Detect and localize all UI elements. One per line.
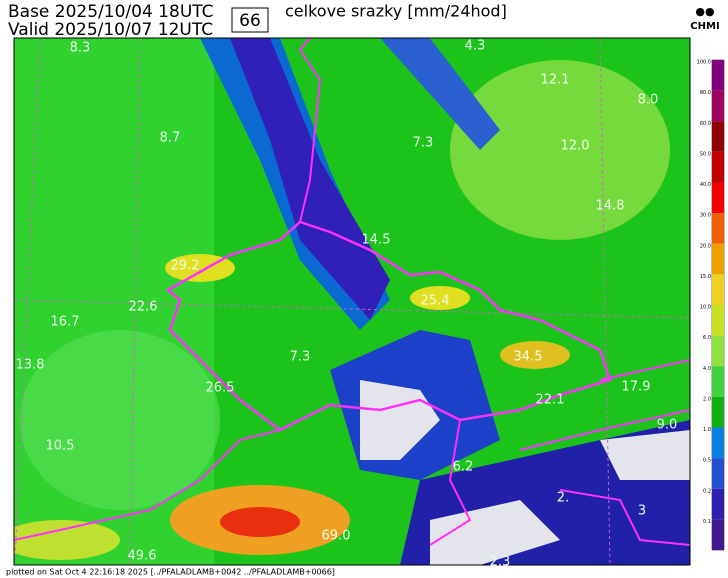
map-value: 4.3 bbox=[465, 39, 486, 54]
map-title: celkove srazky [mm/24hod] bbox=[285, 2, 507, 21]
colorbar-label: 80.0 bbox=[700, 90, 711, 96]
map-value: 26.5 bbox=[206, 381, 235, 396]
footer: plotted on Sat Oct 4 22:16:18 2025 [../P… bbox=[6, 568, 335, 577]
map-value: 34.5 bbox=[514, 350, 543, 365]
colorbar-label: 15.0 bbox=[700, 274, 711, 280]
colorbar-label: 4.0 bbox=[703, 366, 711, 372]
colorbar-swatch bbox=[712, 488, 724, 520]
map-value: 10.5 bbox=[46, 439, 75, 454]
colorbar-label: 100.0 bbox=[697, 60, 711, 66]
colorbar: 100.0 80.0 60.0 50.0 40.0 30.0 20.0 15.0 10.0 6.0… bbox=[697, 60, 725, 551]
map-value: 3 bbox=[638, 504, 646, 519]
colorbar-label: 0.1 bbox=[703, 519, 711, 525]
colorbar-swatch bbox=[712, 121, 724, 152]
logo-mark: ●● bbox=[695, 5, 714, 18]
colorbar-swatch bbox=[712, 519, 724, 550]
colorbar-label: 50.0 bbox=[700, 151, 711, 157]
map-value: 29.2 bbox=[171, 259, 200, 274]
colorbar-swatch bbox=[712, 274, 724, 305]
map-value: 22.1 bbox=[536, 393, 565, 408]
colorbar-label: 30.0 bbox=[700, 213, 711, 219]
map-value: 13.8 bbox=[16, 358, 45, 373]
colorbar-label: 0.2 bbox=[703, 488, 711, 494]
colorbar-label: 20.0 bbox=[700, 243, 711, 249]
map-value: 12.1 bbox=[541, 73, 570, 88]
map-value: 8.3 bbox=[70, 41, 91, 56]
map-value: 8.0 bbox=[638, 93, 659, 108]
map-value: 2.3 bbox=[490, 555, 511, 570]
colorbar-swatch bbox=[712, 458, 724, 489]
map-value: 7.3 bbox=[413, 136, 434, 151]
logo: CHMI bbox=[690, 21, 719, 32]
colorbar-swatch bbox=[712, 366, 724, 397]
map-value: 7.3 bbox=[290, 350, 311, 365]
colorbar-swatch bbox=[712, 243, 724, 275]
map-value: 69.0 bbox=[322, 529, 351, 544]
colorbar-swatch bbox=[712, 151, 724, 183]
colorbar-swatch bbox=[712, 396, 724, 428]
map-value: 22.6 bbox=[129, 300, 158, 315]
map-value: 6.2 bbox=[453, 460, 474, 475]
colorbar-swatch bbox=[712, 305, 724, 336]
colorbar-label: 2.0 bbox=[703, 396, 711, 402]
colorbar-label: 6.0 bbox=[703, 335, 711, 341]
map-value: 17.9 bbox=[622, 380, 651, 395]
map-value: 49.6 bbox=[128, 549, 157, 564]
map-value: 16.7 bbox=[51, 315, 80, 330]
map-value: 25.4 bbox=[421, 294, 450, 309]
map-value: 2. bbox=[557, 491, 569, 506]
forecast-hour: 66 bbox=[239, 11, 261, 31]
valid-time: Valid 2025/10/07 12UTC bbox=[8, 20, 213, 40]
colorbar-label: 10.0 bbox=[700, 305, 711, 311]
base-time: Base 2025/10/04 18UTC bbox=[8, 2, 214, 22]
colorbar-swatch bbox=[712, 182, 724, 214]
colorbar-label: 60.0 bbox=[700, 121, 711, 127]
colorbar-label: 40.0 bbox=[700, 182, 711, 188]
colorbar-label: 1.0 bbox=[703, 427, 711, 433]
map-value: 8.7 bbox=[160, 131, 181, 146]
map-value: 9.0 bbox=[657, 418, 678, 433]
map-value: 12.0 bbox=[561, 139, 590, 154]
colorbar-label: 0.5 bbox=[703, 458, 711, 464]
colorbar-swatch bbox=[712, 335, 724, 367]
colorbar-swatch bbox=[712, 427, 724, 459]
colorbar-swatch bbox=[712, 90, 724, 122]
map-value: 14.5 bbox=[362, 233, 391, 248]
precip-field bbox=[14, 38, 690, 565]
colorbar-swatch bbox=[712, 60, 724, 91]
colorbar-swatch bbox=[712, 213, 724, 244]
map-frame bbox=[13, 37, 691, 566]
run-box bbox=[231, 7, 269, 33]
map-value: 14.8 bbox=[596, 199, 625, 214]
map-value: 16. bbox=[690, 345, 711, 360]
